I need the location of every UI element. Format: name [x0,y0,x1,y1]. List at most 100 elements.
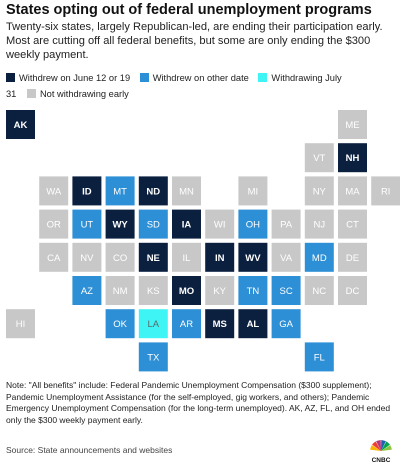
state-tile-label: PA [280,220,293,231]
state-tile-rect [338,176,367,206]
legend-label-other: Withdrew on other date [152,73,249,83]
legend-item-july: Withdrawing July [258,70,342,86]
state-tile-label: MD [312,253,327,264]
state-tile-label: SC [279,286,292,297]
legend-item-other: Withdrew on other date [139,70,249,86]
state-tile-nd: ND [138,176,168,206]
state-tile-rect [39,209,69,239]
state-tile-rect [105,176,135,206]
state-tile-nv: NV [72,242,102,272]
legend-label-not: Not withdrawing early [39,89,129,99]
legend-swatch-july [258,73,268,82]
state-tile-label: IL [183,253,191,264]
legend-swatch-other [139,73,149,82]
state-tile-sc: SC [271,276,301,305]
peacock-feather [376,440,381,451]
state-tile-va: VA [271,242,301,272]
state-tile-rect [271,309,301,339]
state-tile-in: IN [205,242,235,272]
source-line: Source: State announcements and websites [6,445,173,455]
state-tile-co: CO [105,242,135,272]
state-tile-label: OK [113,319,127,330]
state-tile-hi: HI [6,309,35,339]
state-tile-label: ND [146,186,160,197]
state-tile-wa: WA [39,176,69,206]
state-tile-ga: GA [271,309,301,339]
cnbc-logo-icon: CNBC [370,440,392,464]
state-tile-rect [105,276,135,305]
state-tile-ak: AK [6,110,35,139]
state-tile-ks: KS [138,276,168,305]
state-tile-nm: NM [105,276,135,305]
state-tile-rect [238,276,268,305]
state-tile-ct: CT [338,209,367,239]
state-tile-oh: OH [238,209,268,239]
state-tile-rect [205,209,235,239]
state-tile-label: MT [113,186,127,197]
state-tile-rect [338,242,367,272]
state-tile-ky: KY [205,276,235,305]
state-tile-label: DE [346,253,359,264]
state-tile-mt: MT [105,176,135,206]
state-tile-label: NY [313,186,327,197]
legend-label-june: Withdrew on June 12 or 19 [19,73,131,83]
state-tile-la: LA [138,309,168,339]
state-tile-vt: VT [304,143,334,173]
state-tile-label: NJ [313,220,325,231]
state-tile-label: KY [213,286,226,297]
state-tile-label: AK [14,120,28,131]
state-tile-nj: NJ [304,209,334,239]
peacock-feather [381,440,386,451]
state-tile-rect [205,276,235,305]
state-tile-tn: TN [238,276,268,305]
tile-map: AK ME VT NH WA ID MT ND MN MI NY MA RI OR UT WY SD IA WI OH… [6,110,400,372]
state-tile-md: MD [304,242,334,272]
state-tile-label: TX [147,352,160,363]
state-tile-rect [304,242,334,272]
state-tile-de: DE [338,242,367,272]
state-tile-pa: PA [271,209,301,239]
state-tile-rect [172,242,201,272]
state-tile-label: ME [345,120,359,131]
state-tile-label: TN [247,286,260,297]
state-tile-label: CA [47,253,61,264]
state-tile-label: HI [16,319,26,330]
state-tile-rect [338,143,367,173]
state-tile-rect [172,176,201,206]
state-tile-rect [304,342,334,372]
state-tile-ne: NE [138,242,168,272]
state-tile-label: NC [312,286,326,297]
state-tile-label: FL [314,352,325,363]
state-tile-label: WI [214,220,226,231]
state-tile-rect [238,309,268,339]
legend-swatch-june [6,73,15,82]
state-tile-rect [172,209,201,239]
state-tile-rect [304,143,334,173]
state-tile-ny: NY [304,176,334,206]
peacock-feather [372,441,381,451]
state-tile-label: LA [147,319,159,330]
state-tile-label: AZ [81,286,93,297]
state-tile-ar: AR [172,309,201,339]
state-tile-label: KS [147,286,160,297]
state-tile-rect [138,309,168,339]
legend-item-june: Withdrew on June 12 or 19 [6,70,130,86]
state-tile-rect [72,242,102,272]
state-tile-me: ME [338,110,367,139]
state-tile-label: NV [80,253,94,264]
state-tile-wv: WV [238,242,268,272]
peacock-feather [381,441,390,451]
peacock-feather [381,445,392,451]
state-tile-ok: OK [105,309,135,339]
state-tile-label: IA [182,220,192,231]
state-tile-rect [138,242,168,272]
state-tile-label: NH [346,153,360,164]
state-tile-label: ID [82,186,92,197]
state-tile-rect [238,209,268,239]
legend-label-july: Withdrawing July [271,73,342,83]
state-tile-label: OH [246,220,260,231]
state-tile-rect [205,242,235,272]
state-tile-label: RI [381,186,391,197]
state-tile-nh: NH [338,143,367,173]
state-tile-label: NE [147,253,160,264]
